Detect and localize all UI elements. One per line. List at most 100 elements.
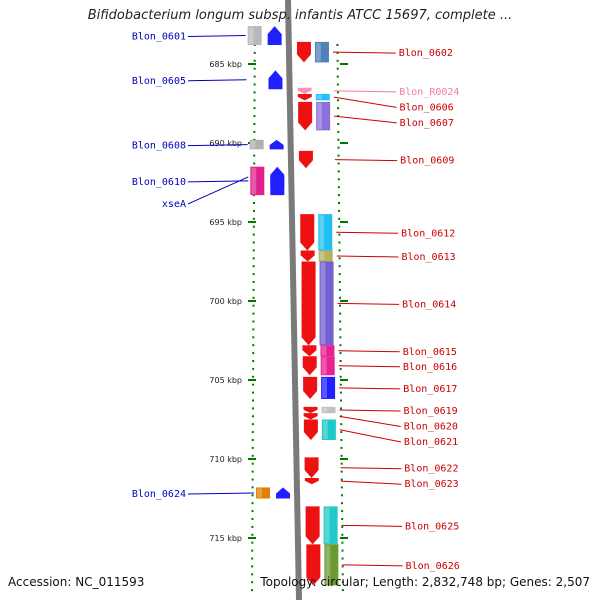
gene-arrow-blon_0617[interactable] xyxy=(303,376,318,399)
cog-highlight xyxy=(321,346,327,356)
label-leader xyxy=(339,387,401,390)
gene-arrow-blon_0616[interactable] xyxy=(302,356,317,376)
gene-arrow-blon_0626[interactable] xyxy=(306,544,321,586)
track-dot-right xyxy=(336,59,339,62)
tick-mark xyxy=(340,221,348,223)
gene-arrow-blon_0622[interactable] xyxy=(304,457,319,478)
gene-label-xsea[interactable]: xseA xyxy=(162,199,186,210)
track-dot-right xyxy=(337,138,340,141)
label-leader xyxy=(334,115,397,124)
gene-label-blon_0610[interactable]: Blon_0610 xyxy=(132,177,186,188)
gene-arrow-blon_0605[interactable] xyxy=(268,70,283,90)
gene-arrow-blon_0620[interactable] xyxy=(303,413,318,420)
gene-label-blon_0605[interactable]: Blon_0605 xyxy=(132,76,186,87)
track-dot-right xyxy=(336,75,339,78)
gene-arrow-blon_0615[interactable] xyxy=(302,345,317,357)
gene-label-blon_0625[interactable]: Blon_0625 xyxy=(405,521,459,532)
gene-label-blon_0612[interactable]: Blon_0612 xyxy=(401,228,455,239)
gene-label-blon_0619[interactable]: Blon_0619 xyxy=(404,406,458,417)
gene-label-blon_0614[interactable]: Blon_0614 xyxy=(402,299,456,310)
cog-box xyxy=(256,487,271,499)
track-dot-left xyxy=(252,336,255,339)
track-dot-right xyxy=(340,439,343,441)
gene-arrow-blon_0625[interactable] xyxy=(305,506,320,545)
gene-label-blon_0606[interactable]: Blon_0606 xyxy=(399,102,453,113)
gene-label-blon_0623[interactable]: Blon_0623 xyxy=(404,479,458,490)
track-dot-left xyxy=(253,99,256,102)
cog-box xyxy=(323,506,338,545)
gene-label-blon_0613[interactable]: Blon_0613 xyxy=(401,252,455,263)
track-dot-right xyxy=(340,423,343,426)
cog-box xyxy=(320,356,335,376)
cog-box xyxy=(318,214,333,251)
track-dot-left xyxy=(253,162,256,165)
gene-arrow-blon_0612[interactable] xyxy=(300,214,315,251)
gene-label-blon_0616[interactable]: Blon_0616 xyxy=(403,362,457,373)
cog-box xyxy=(318,250,333,262)
gene-arrow-blon_0607[interactable] xyxy=(298,101,313,131)
gene-arrow-blon_0601[interactable] xyxy=(267,26,282,46)
cog-highlight xyxy=(251,167,257,195)
track-dot-right xyxy=(340,462,343,465)
track-dot-left xyxy=(251,454,254,457)
cog-highlight xyxy=(250,140,256,149)
gene-arrow-blon_r0024[interactable] xyxy=(297,87,312,95)
gene-arrow-blon_0624[interactable] xyxy=(276,487,291,499)
gene-arrow-xsea[interactable] xyxy=(270,168,285,188)
gene-arrow-blon_0623[interactable] xyxy=(304,477,319,485)
track-dot-right xyxy=(341,518,344,520)
track-dot-right xyxy=(338,281,341,283)
track-dot-right xyxy=(339,312,342,315)
gene-arrow-blon_0606[interactable] xyxy=(297,94,312,101)
track-dot-right xyxy=(339,367,342,370)
gene-label-blon_0626[interactable]: Blon_0626 xyxy=(406,561,460,572)
gene-label-blon_0615[interactable]: Blon_0615 xyxy=(403,347,457,358)
gene-label-blon_r0024[interactable]: Blon_R0024 xyxy=(399,87,459,98)
label-leader xyxy=(187,79,247,82)
gene-arrow-blon_0608[interactable] xyxy=(269,139,284,150)
track-dot-left xyxy=(251,494,254,497)
label-leader xyxy=(333,96,397,108)
gene-label-blon_0620[interactable]: Blon_0620 xyxy=(404,422,458,433)
gene-arrow-blon_0602[interactable] xyxy=(296,41,311,63)
track-dot-right xyxy=(339,383,342,386)
gene-label-blon_0601[interactable]: Blon_0601 xyxy=(132,32,186,43)
track-dot-right xyxy=(336,91,339,94)
gene-arrow-blon_0613[interactable] xyxy=(300,250,315,262)
gene-arrow-blon_0609[interactable] xyxy=(298,150,313,169)
tick-label: 685 kbp xyxy=(209,60,242,69)
cog-box xyxy=(324,544,339,586)
track-dot-left xyxy=(252,383,255,386)
track-dot-left xyxy=(253,59,256,62)
gene-label-blon_0609[interactable]: Blon_0609 xyxy=(400,156,454,167)
track-dot-right xyxy=(337,146,340,149)
track-dot-left xyxy=(252,241,255,244)
gene-arrow-blon_0614[interactable] xyxy=(301,261,316,346)
label-leader xyxy=(339,415,401,428)
gene-label-blon_0617[interactable]: Blon_0617 xyxy=(403,384,457,395)
track-dot-right xyxy=(337,162,340,165)
track-dot-left xyxy=(252,217,255,220)
track-dot-left xyxy=(252,249,255,252)
track-dots xyxy=(251,44,344,592)
track-dot-right xyxy=(338,217,341,220)
gene-arrow-blon_0621[interactable] xyxy=(303,419,318,441)
gene-label-blon_0624[interactable]: Blon_0624 xyxy=(132,489,186,500)
gene-label-blon_0602[interactable]: Blon_0602 xyxy=(399,48,453,59)
cog-highlight xyxy=(322,420,328,440)
gene-label-blon_0622[interactable]: Blon_0622 xyxy=(404,464,458,475)
label-leader xyxy=(339,409,401,412)
gene-arrow-blon_0619[interactable] xyxy=(303,406,318,414)
track-dot-left xyxy=(252,367,255,370)
gene-label-blon_0608[interactable]: Blon_0608 xyxy=(132,141,186,152)
track-dot-right xyxy=(338,209,341,212)
gene-label-blon_0621[interactable]: Blon_0621 xyxy=(404,437,458,448)
track-dot-left xyxy=(251,478,254,481)
track-dot-left xyxy=(251,557,254,560)
gene-label-blon_0607[interactable]: Blon_0607 xyxy=(400,118,454,129)
label-leader xyxy=(337,302,400,305)
track-dot-right xyxy=(341,510,344,513)
label-leader xyxy=(341,524,403,527)
track-dot-right xyxy=(337,123,340,125)
tick-mark xyxy=(248,63,256,65)
